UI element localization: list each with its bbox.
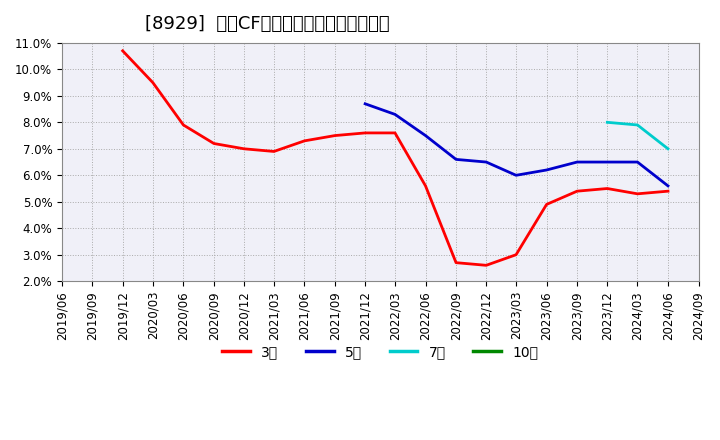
Legend: 3年, 5年, 7年, 10年: 3年, 5年, 7年, 10年	[217, 340, 544, 365]
Text: [8929]  営業CFマージンの標準偏差の推移: [8929] 営業CFマージンの標準偏差の推移	[145, 15, 390, 33]
